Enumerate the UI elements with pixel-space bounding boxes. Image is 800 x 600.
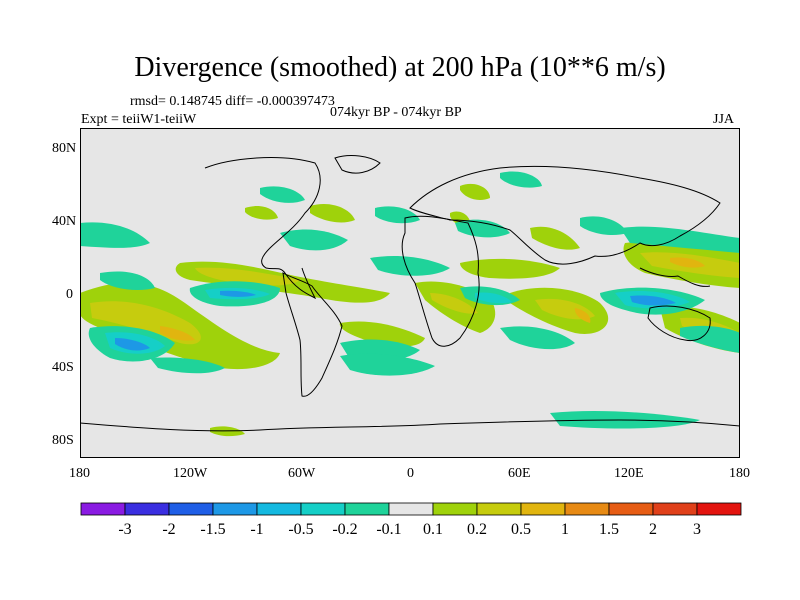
colorbar-label: -0.2 — [332, 521, 357, 538]
colorbar-box — [256, 502, 302, 516]
colorbar-box — [608, 502, 654, 516]
lat-tick-label: 40S — [52, 360, 74, 375]
period-label: 074kyr BP - 074kyr BP — [330, 105, 462, 120]
lat-tick-label: 40N — [52, 214, 77, 229]
eurasia-coast — [409, 165, 721, 265]
lat-tick-label: 0 — [66, 287, 73, 302]
colorbar-label: 3 — [693, 521, 701, 538]
maritime-continent-coast — [639, 267, 711, 287]
colorbar-label: 0.1 — [423, 521, 443, 538]
colorbar: -3 -2 -1.5 -1 -0.5 -0.2 -0.1 0.1 0.2 0.5 1 1.5 2 3 — [80, 502, 742, 538]
colorbar-box — [80, 502, 126, 516]
lon-tick-label: 120E — [614, 466, 644, 481]
lon-tick-label: 180 — [729, 466, 750, 481]
map-panel — [80, 128, 740, 458]
season-label: JJA — [713, 112, 735, 127]
colorbar-label: 2 — [649, 521, 657, 538]
coastlines — [80, 155, 740, 432]
lon-tick-label: 120W — [173, 466, 208, 481]
colorbar-label: -2 — [162, 521, 175, 538]
lon-tick-label: 0 — [407, 466, 414, 481]
lon-tick-label: 60E — [508, 466, 531, 481]
colorbar-box — [300, 502, 346, 516]
lon-tick-label: 60W — [288, 466, 316, 481]
colorbar-box — [432, 502, 478, 516]
colorbar-label: -3 — [118, 521, 131, 538]
colorbar-label: -1.5 — [200, 521, 225, 538]
colorbar-box — [476, 502, 522, 516]
colorbar-box — [168, 502, 214, 516]
greenland-coast — [334, 155, 381, 174]
map-border — [80, 128, 740, 458]
colorbar-box — [124, 502, 170, 516]
lat-tick-label: 80N — [52, 141, 77, 156]
experiment-label: Expt = teiiW1-teiiW — [81, 112, 197, 127]
colorbar-box — [696, 502, 742, 516]
colorbar-label: 0.5 — [511, 521, 531, 538]
colorbar-box — [564, 502, 610, 516]
australia-coast — [647, 305, 711, 342]
colorbar-label: -1 — [250, 521, 263, 538]
colorbar-label: 0.2 — [467, 521, 487, 538]
colorbar-labels: -3 -2 -1.5 -1 -0.5 -0.2 -0.1 0.1 0.2 0.5 1 1.5 2 3 — [118, 521, 701, 538]
positive-divergence-regions — [80, 183, 740, 437]
colorbar-box — [344, 502, 390, 516]
colorbar-box — [212, 502, 258, 516]
colorbar-label: 1.5 — [599, 521, 619, 538]
colorbar-label: -0.1 — [376, 521, 401, 538]
lat-tick-label: 80S — [52, 433, 74, 448]
antarctica-coast — [80, 419, 740, 432]
plot-title: Divergence (smoothed) at 200 hPa (10**6 … — [134, 52, 666, 83]
africa-coast — [401, 215, 480, 347]
colorbar-box — [388, 502, 434, 516]
colorbar-label: -0.5 — [288, 521, 313, 538]
divergence-map — [80, 128, 740, 458]
colorbar-box — [652, 502, 698, 516]
stats-label: rmsd= 0.148745 diff= -0.000397473 — [130, 94, 335, 109]
colorbar-boxes — [80, 502, 742, 516]
north-america-coast — [204, 157, 321, 300]
colorbar-box — [520, 502, 566, 516]
south-america-coast — [282, 272, 343, 397]
lon-tick-label: 180 — [69, 466, 90, 481]
colorbar-label: 1 — [561, 521, 569, 538]
